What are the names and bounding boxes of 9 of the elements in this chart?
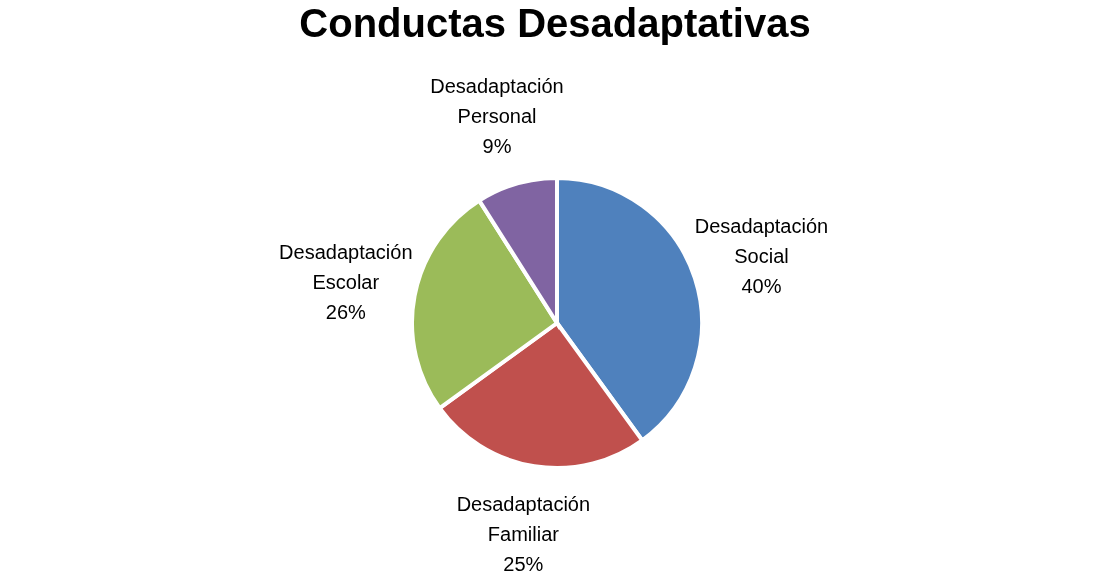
chart-title: Conductas Desadaptativas [299, 1, 811, 45]
data-label: 9% [482, 134, 512, 157]
data-label: 26% [325, 300, 367, 323]
data-label: 25% [503, 553, 544, 576]
slice-label: Desadaptación Escolar [279, 240, 413, 293]
slice-label: Desadaptación Personal [430, 74, 564, 127]
slice-label: Desadaptación Familiar [456, 493, 591, 546]
slice-label: Desadaptación Social [694, 214, 829, 267]
data-label: 40% [741, 274, 782, 297]
